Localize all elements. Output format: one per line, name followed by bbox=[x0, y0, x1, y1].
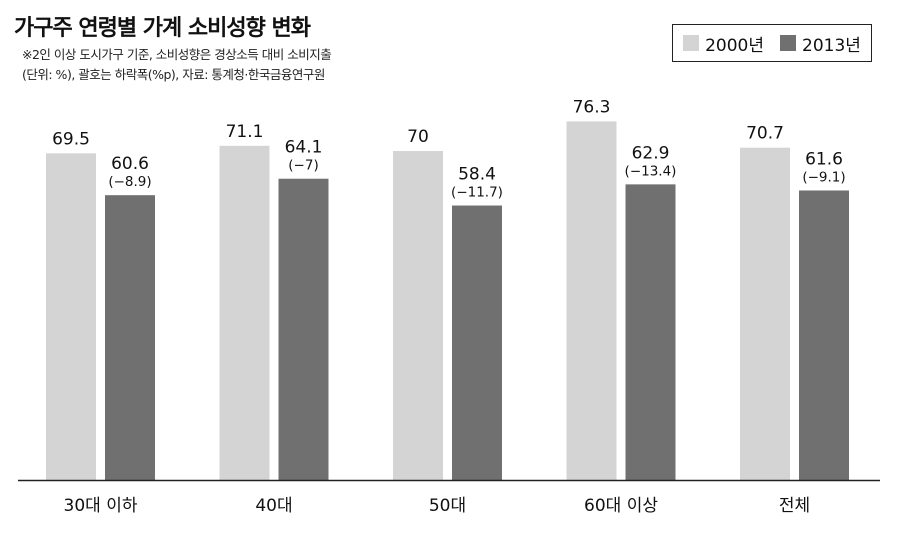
legend-label-2013: 2013년 bbox=[802, 35, 861, 56]
decline-label-5: (−9.1) bbox=[802, 169, 845, 185]
value-label-2000-2: 71.1 bbox=[226, 122, 264, 142]
bar-2000-3 bbox=[393, 151, 443, 480]
bar-2013-5 bbox=[799, 190, 849, 481]
value-label-2013-5: 61.6 bbox=[805, 149, 843, 169]
value-label-2013-1: 60.6 bbox=[111, 154, 149, 174]
x-tick-label-1: 30대 이하 bbox=[64, 496, 138, 516]
decline-label-1: (−8.9) bbox=[108, 174, 151, 190]
chart-note-basis: ※2인 이상 도시가구 기준, 소비성향은 경상소득 대비 소비지출 bbox=[22, 47, 332, 62]
decline-label-2: (−7) bbox=[288, 158, 318, 174]
chart-legend: 2000년 2013년 bbox=[672, 24, 872, 62]
bar-2000-2 bbox=[219, 145, 270, 480]
bar-2013-1 bbox=[105, 195, 155, 480]
value-label-2000-4: 76.3 bbox=[573, 97, 611, 117]
value-label-2000-3: 70 bbox=[407, 127, 429, 147]
value-label-2000-5: 70.7 bbox=[746, 124, 784, 144]
x-tick-label-2: 40대 bbox=[255, 496, 292, 516]
legend-item-2013: 2013년 bbox=[780, 31, 861, 56]
value-label-2013-4: 62.9 bbox=[632, 143, 670, 163]
decline-label-3: (−11.7) bbox=[451, 185, 503, 201]
value-label-2013-2: 64.1 bbox=[285, 138, 323, 158]
x-tick-label-4: 60대 이상 bbox=[584, 496, 658, 516]
x-tick-label-5: 전체 bbox=[779, 496, 810, 516]
bar-2013-3 bbox=[452, 205, 502, 480]
legend-item-2000: 2000년 bbox=[683, 31, 764, 56]
bar-2000-1 bbox=[46, 153, 96, 480]
bar-2000-5 bbox=[740, 147, 790, 480]
bar-2000-4 bbox=[566, 121, 617, 480]
value-label-2000-1: 69.5 bbox=[52, 129, 90, 149]
bar-2013-2 bbox=[278, 178, 329, 481]
chart-title: 가구주 연령별 가계 소비성향 변화 bbox=[14, 16, 311, 41]
bar-2013-4 bbox=[625, 184, 676, 480]
legend-swatch-2000 bbox=[683, 35, 700, 51]
chart-note-unit-source: (단위: %), 괄호는 하락폭(%p), 자료: 통계청·한국금융연구원 bbox=[22, 67, 325, 82]
legend-swatch-2013 bbox=[780, 35, 796, 51]
x-tick-label-3: 50대 bbox=[429, 496, 466, 516]
decline-label-4: (−13.4) bbox=[625, 163, 677, 179]
legend-label-2000: 2000년 bbox=[705, 35, 764, 56]
value-label-2013-3: 58.4 bbox=[458, 165, 496, 185]
